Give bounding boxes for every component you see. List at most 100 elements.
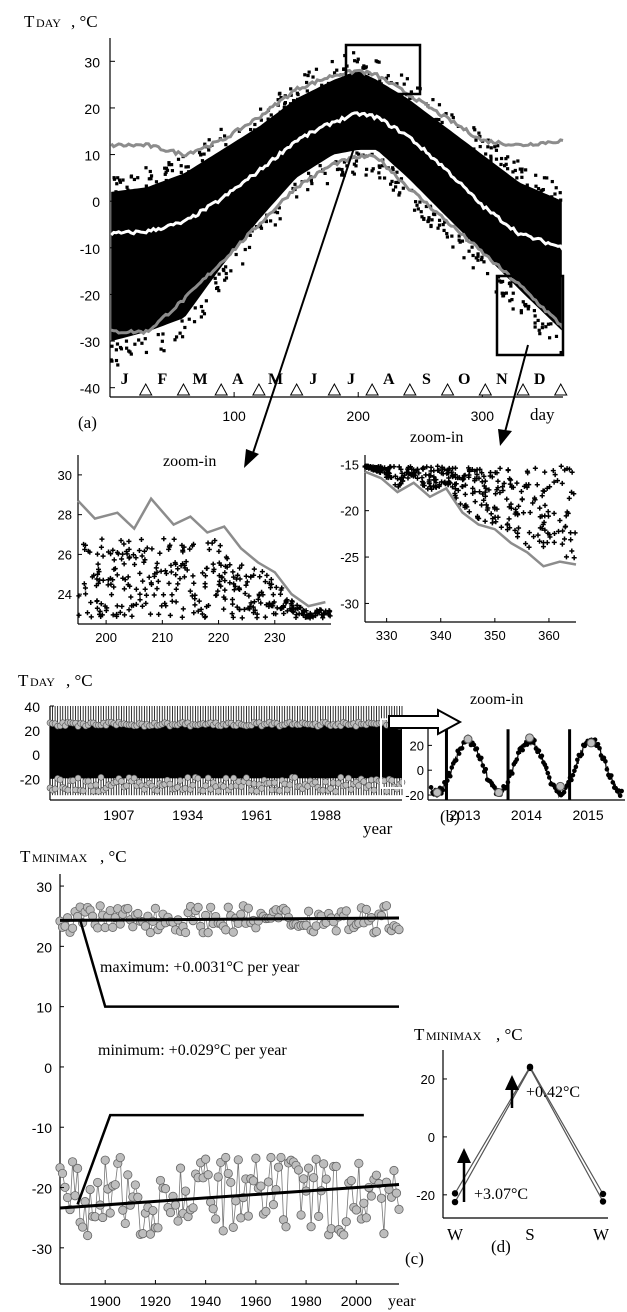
b-min-marker [342,781,350,789]
a-point [340,167,344,172]
z2-point [506,504,512,510]
z1-point [111,584,117,590]
a-point [161,332,165,336]
a-point [330,59,334,64]
z1-point [84,610,90,616]
a-point [306,171,311,175]
a-point [441,222,445,227]
a-point [554,334,559,338]
c-min-point [391,1188,402,1198]
b-min-marker [176,777,184,784]
a-point [460,239,465,243]
z2-point [544,485,550,491]
z2-point [497,490,503,496]
z1-point [235,572,241,578]
zoom-label-3: zoom-in [470,691,523,708]
a-point [416,86,420,90]
z1-point [230,601,236,607]
z2-point [559,541,565,547]
c-max-note: maximum: +0.0031°C per year [100,959,300,976]
a-point [361,66,365,70]
z1-point [130,602,136,608]
c-max-point [105,905,115,916]
a-point [500,279,505,284]
z2-y-tick-label: -15 [340,457,359,472]
a-point [553,192,557,196]
a-point [125,185,129,189]
a-point [541,322,545,326]
a-point [534,173,538,177]
a-y-tick-label: 0 [92,194,100,210]
z2-point [497,465,503,471]
z1-point [147,611,153,617]
z1-point [137,597,143,603]
z1-point [123,548,129,554]
a-point [457,238,461,242]
z1-point [121,561,127,567]
z2-point [480,491,486,497]
z2-point [488,511,494,517]
z1-point [140,578,146,584]
z1-point [237,565,243,571]
a-point [525,183,529,187]
a-point [121,178,125,182]
z2-point [433,484,439,490]
a-point [550,195,554,199]
z1-point [105,582,111,588]
panel-c: T MINIMAX , °C 30 20 10 0 -10 -20 -30 1900 1920 1… [20,847,424,1310]
z2-point [505,467,511,473]
a-ylabel-unit: , °C [71,12,98,31]
b-min-marker [97,774,105,781]
z2-point [456,475,462,481]
a-point [518,167,522,171]
z1-point [127,583,133,589]
a-point [222,134,227,138]
b-data-band [50,725,402,779]
a-month-marker [252,382,266,396]
b-y-tick-label: 0 [32,747,40,763]
a-point [371,167,375,171]
b-min-marker [365,782,373,789]
c-min-point [62,1192,73,1203]
z1-point [155,578,161,584]
c-max-point [394,925,404,935]
a-point [224,265,228,269]
z2-point [444,471,450,477]
z1-point [82,542,88,548]
z2-point [566,466,572,472]
c-min-point [223,1168,233,1179]
z2-point [474,513,480,519]
a-point [534,184,538,188]
bz-point [617,793,623,799]
c-min-point [261,1206,271,1217]
a-point [178,331,182,335]
bz-point [595,741,601,747]
b-y-tick-label: 20 [24,723,40,739]
z2-point [569,469,575,475]
z1-point [210,561,216,567]
z1-point [173,572,179,578]
b-zoom-plot: 20 0 -20 2013 2014 2015 [405,728,625,823]
z2-point [537,514,543,520]
z1-point [142,586,148,592]
a-point [408,96,412,100]
a-point [436,226,440,230]
z1-point [143,600,149,606]
z1-point [175,581,181,587]
z2-point [407,464,413,470]
a-point [293,182,297,186]
c-min-point [155,1175,166,1186]
c-max-point [67,923,78,933]
z1-point [314,609,320,615]
a-point [305,89,309,93]
a-point [450,113,454,117]
panel-d: T MINIMAX , °C 20 0 -20 W S W +0.42°C +3.07°C… [414,1025,610,1256]
bz-y-tick-label: 0 [417,763,424,778]
a-point [472,126,476,130]
d-arrow-low-head [457,1148,471,1163]
c-min-leader [76,1113,364,1205]
a-point [511,307,515,311]
z1-point [106,549,112,555]
a-point [110,359,114,363]
z1-point [191,610,197,616]
